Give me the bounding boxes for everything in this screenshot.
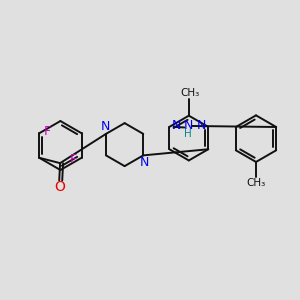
Text: N: N bbox=[171, 119, 181, 132]
Text: O: O bbox=[54, 180, 65, 194]
Text: N: N bbox=[100, 120, 110, 133]
Text: N: N bbox=[140, 156, 149, 169]
Text: F: F bbox=[70, 153, 77, 166]
Text: F: F bbox=[44, 125, 51, 138]
Text: N: N bbox=[183, 119, 193, 133]
Text: H: H bbox=[184, 129, 192, 139]
Text: CH₃: CH₃ bbox=[246, 178, 266, 188]
Text: N: N bbox=[197, 119, 206, 132]
Text: CH₃: CH₃ bbox=[181, 88, 200, 98]
